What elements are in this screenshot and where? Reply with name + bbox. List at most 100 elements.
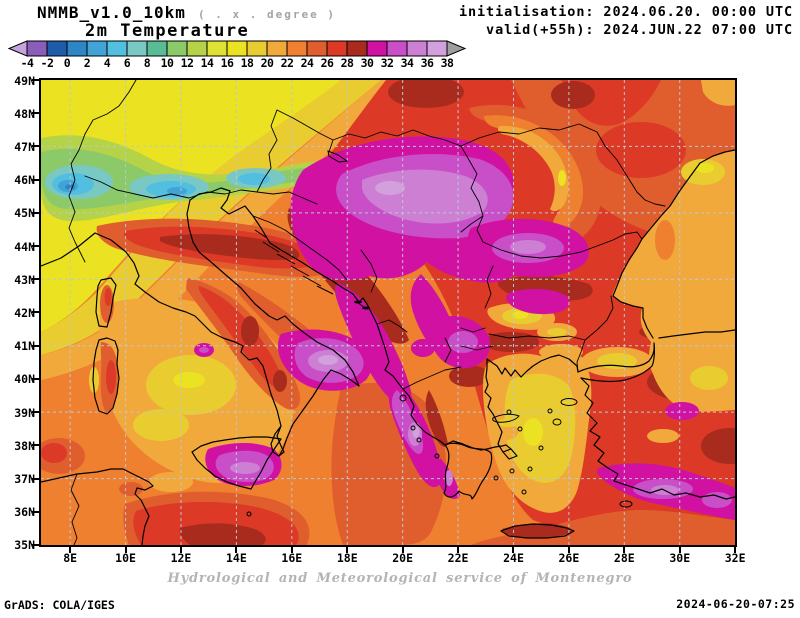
colorbar-tick-label: 0	[63, 56, 71, 70]
lat-label: 49N	[14, 73, 35, 88]
colorbar-tick-label: 18	[240, 56, 254, 70]
lon-label: 24E	[503, 551, 524, 565]
colorbar-below-min-arrow	[7, 40, 28, 57]
colorbar-tick-label: 12	[180, 56, 194, 70]
lat-tick	[32, 211, 39, 214]
colorbar-tick-label: 28	[340, 56, 354, 70]
colorbar-segment	[266, 40, 288, 57]
lon-label: 20E	[392, 551, 414, 565]
lat-label: 35N	[14, 538, 35, 553]
map-frame	[39, 78, 737, 547]
lon-tick	[124, 547, 127, 553]
lon-label: 8E	[63, 551, 78, 565]
temperature-colorbar	[0, 40, 480, 61]
lat-tick	[32, 245, 39, 248]
lon-tick	[69, 547, 72, 553]
lon-label: 12E	[170, 551, 192, 565]
lat-label: 45N	[14, 206, 35, 221]
colorbar-tick-label: 36	[420, 56, 434, 70]
colorbar-svg	[7, 40, 467, 57]
lon-tick	[235, 547, 238, 553]
lon-tick	[401, 547, 404, 553]
lat-label: 46N	[14, 173, 35, 188]
colorbar-segment	[206, 40, 228, 57]
colorbar-tick-label: 32	[380, 56, 394, 70]
colorbar-tick-label: 38	[440, 56, 454, 70]
colorbar-tick-label: 22	[280, 56, 294, 70]
lon-tick	[567, 547, 570, 553]
lat-label: 48N	[14, 106, 35, 121]
lat-tick	[32, 411, 39, 414]
lat-label: 37N	[14, 472, 35, 487]
lat-label: 42N	[14, 305, 35, 320]
lon-label: 14E	[226, 551, 247, 565]
colorbar-above-max-arrow	[446, 40, 467, 57]
lon-label: 10E	[115, 551, 136, 565]
colorbar-segment	[326, 40, 348, 57]
lat-label: 38N	[14, 438, 35, 453]
colorbar-segment	[386, 40, 408, 57]
colorbar-segment	[46, 40, 68, 57]
lon-label: 18E	[336, 551, 358, 565]
colorbar-segment	[186, 40, 208, 57]
colorbar-segment	[166, 40, 188, 57]
colorbar-segment	[286, 40, 308, 57]
field-title: 2m Temperature	[85, 21, 250, 41]
generation-timestamp: 2024-06-20-07:25	[676, 597, 795, 611]
grads-credit: GrADS: COLA/IGES	[4, 598, 115, 612]
lat-label: 43N	[14, 272, 35, 287]
colorbar-tick-label: 24	[300, 56, 314, 70]
initialisation-time: initialisation: 2024.06.20. 00:00 UTC	[458, 4, 793, 20]
colorbar-tick-label: 8	[143, 56, 151, 70]
lat-tick	[32, 311, 39, 314]
colorbar-segment	[346, 40, 368, 57]
colorbar-segment	[306, 40, 328, 57]
lat-label: 36N	[14, 505, 35, 520]
lon-label: 26E	[558, 551, 580, 565]
lat-label: 40N	[14, 372, 35, 387]
colorbar-tick-label: 16	[220, 56, 234, 70]
lat-label: 41N	[14, 339, 35, 354]
lon-tick	[290, 547, 293, 553]
lon-tick	[179, 547, 182, 553]
colorbar-tick-label: 10	[160, 56, 174, 70]
coastlines	[41, 149, 735, 545]
lat-label: 39N	[14, 405, 35, 420]
colorbar-tick-label: -2	[40, 56, 54, 70]
colorbar-segment	[226, 40, 248, 57]
colorbar-tick-labels: -4 -2 0 2 4 6 8 10 12 14 16 18 20 22 24 26 28 30 32 34 36 38	[0, 56, 480, 70]
lon-tick	[734, 547, 737, 553]
lat-tick	[32, 477, 39, 480]
lat-tick	[32, 145, 39, 148]
lat-tick	[32, 543, 39, 546]
colorbar-tick-label: 2	[83, 56, 91, 70]
lon-label: 16E	[281, 551, 303, 565]
lon-tick	[346, 547, 349, 553]
colorbar-segment	[406, 40, 428, 57]
lat-tick	[32, 444, 39, 447]
temperature-field	[41, 80, 735, 545]
lat-tick	[32, 344, 39, 347]
lat-tick	[32, 112, 39, 115]
colorbar-tick-label: 34	[400, 56, 414, 70]
lon-tick	[512, 547, 515, 553]
lon-tick	[678, 547, 681, 553]
colorbar-segment	[246, 40, 268, 57]
colorbar-segment	[146, 40, 168, 57]
lat-tick	[32, 377, 39, 380]
map-canvas	[41, 80, 735, 545]
lat-tick	[32, 79, 39, 81]
lat-tick	[32, 178, 39, 181]
lon-tick	[623, 547, 626, 553]
lon-label: 28E	[613, 551, 635, 565]
valid-time: valid(+55h): 2024.JUN.22 07:00 UTC	[486, 22, 793, 38]
colorbar-segment	[366, 40, 388, 57]
watermark: Hydrological and Meteorological service …	[167, 571, 633, 586]
colorbar-tick-label: -4	[20, 56, 34, 70]
colorbar-tick-label: 4	[103, 56, 111, 70]
model-title: NMMB_v1.0_10km	[37, 3, 186, 22]
lon-label: 32E	[724, 551, 746, 565]
lat-tick	[32, 510, 39, 513]
country-borders	[68, 80, 666, 545]
colorbar-segment	[26, 40, 48, 57]
